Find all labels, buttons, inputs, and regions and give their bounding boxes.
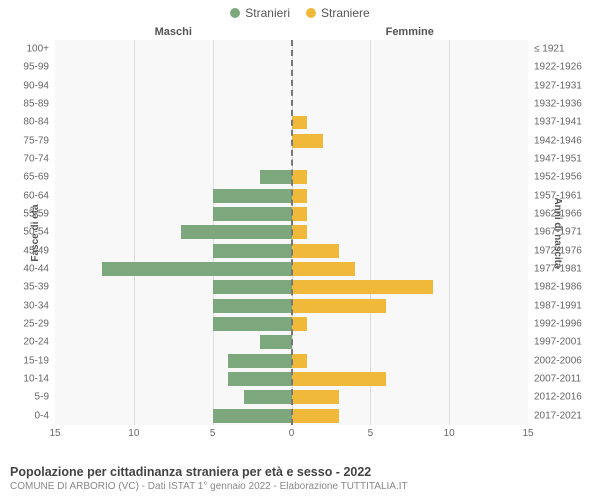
- x-tick: 5: [368, 428, 374, 439]
- x-tick: 0: [289, 428, 295, 439]
- legend-label-male: Stranieri: [245, 6, 290, 20]
- bar-male: [213, 189, 292, 203]
- y-axis-title-right: Anni di nascita: [552, 197, 563, 268]
- birth-year-label: 1932-1936: [528, 99, 582, 110]
- birth-year-label: 2017-2021: [528, 410, 582, 421]
- age-label: 85-89: [23, 99, 55, 110]
- bar-male: [181, 225, 291, 239]
- birth-year-label: 1952-1956: [528, 172, 582, 183]
- age-label: 10-14: [23, 374, 55, 385]
- x-tick: 15: [49, 428, 60, 439]
- legend-swatch-male: [230, 8, 240, 18]
- header-female: Femmine: [292, 26, 529, 38]
- header-male: Maschi: [55, 26, 292, 38]
- birth-year-label: 2007-2011: [528, 374, 581, 385]
- birth-year-label: 1937-1941: [528, 117, 582, 128]
- bar-female: [292, 280, 434, 294]
- bar-female: [292, 390, 339, 404]
- bar-female: [292, 262, 355, 276]
- bar-female: [292, 116, 308, 130]
- x-tick: 10: [128, 428, 139, 439]
- bar-female: [292, 372, 387, 386]
- bar-male: [260, 335, 292, 349]
- bar-male: [213, 280, 292, 294]
- birth-year-label: 1947-1951: [528, 154, 582, 165]
- age-label: 0-4: [35, 410, 55, 421]
- bar-male: [213, 317, 292, 331]
- age-label: 90-94: [23, 80, 55, 91]
- birth-year-label: 1922-1926: [528, 62, 582, 73]
- age-label: 65-69: [23, 172, 55, 183]
- age-label: 95-99: [23, 62, 55, 73]
- age-label: 75-79: [23, 135, 55, 146]
- bar-male: [213, 299, 292, 313]
- age-label: 60-64: [23, 190, 55, 201]
- age-label: 15-19: [23, 355, 55, 366]
- legend-label-female: Straniere: [321, 6, 370, 20]
- birth-year-label: 1927-1931: [528, 80, 582, 91]
- bar-female: [292, 299, 387, 313]
- bar-male: [244, 390, 291, 404]
- x-tick: 15: [522, 428, 533, 439]
- bar-female: [292, 189, 308, 203]
- birth-year-label: 2012-2016: [528, 392, 582, 403]
- bar-female: [292, 409, 339, 423]
- bar-male: [213, 207, 292, 221]
- bar-female: [292, 317, 308, 331]
- birth-year-label: 1992-1996: [528, 319, 582, 330]
- y-axis-title-left: Fasce di età: [30, 204, 41, 261]
- bar-female: [292, 354, 308, 368]
- age-label: 5-9: [35, 392, 55, 403]
- bar-female: [292, 170, 308, 184]
- legend-swatch-female: [306, 8, 316, 18]
- bar-male: [228, 372, 291, 386]
- chart-area: Maschi Femmine 100+≤ 192195-991922-19269…: [55, 40, 528, 425]
- chart-title: Popolazione per cittadinanza straniera p…: [10, 465, 590, 479]
- age-label: 35-39: [23, 282, 55, 293]
- legend-item-female: Straniere: [306, 6, 370, 20]
- age-label: 20-24: [23, 337, 55, 348]
- legend: Stranieri Straniere: [0, 0, 600, 20]
- age-label: 70-74: [23, 154, 55, 165]
- age-label: 80-84: [23, 117, 55, 128]
- x-tick: 5: [210, 428, 216, 439]
- footer: Popolazione per cittadinanza straniera p…: [10, 465, 590, 492]
- age-label: 30-34: [23, 300, 55, 311]
- birth-year-label: 1942-1946: [528, 135, 582, 146]
- age-label: 100+: [26, 44, 55, 55]
- age-label: 25-29: [23, 319, 55, 330]
- birth-year-label: 2002-2006: [528, 355, 582, 366]
- bar-male: [213, 244, 292, 258]
- birth-year-label: 1982-1986: [528, 282, 582, 293]
- bar-male: [228, 354, 291, 368]
- x-axis: 15105051015: [55, 425, 528, 445]
- birth-year-label: 1997-2001: [528, 337, 582, 348]
- center-axis: [291, 40, 293, 425]
- bar-female: [292, 244, 339, 258]
- birth-year-label: 1987-1991: [528, 300, 582, 311]
- age-label: 40-44: [23, 264, 55, 275]
- birth-year-label: ≤ 1921: [528, 44, 565, 55]
- legend-item-male: Stranieri: [230, 6, 290, 20]
- x-tick: 10: [444, 428, 455, 439]
- bar-male: [213, 409, 292, 423]
- bar-female: [292, 207, 308, 221]
- bar-male: [260, 170, 292, 184]
- bar-male: [102, 262, 291, 276]
- bar-female: [292, 225, 308, 239]
- bar-female: [292, 134, 324, 148]
- chart-subtitle: COMUNE DI ARBORIO (VC) - Dati ISTAT 1° g…: [10, 481, 590, 492]
